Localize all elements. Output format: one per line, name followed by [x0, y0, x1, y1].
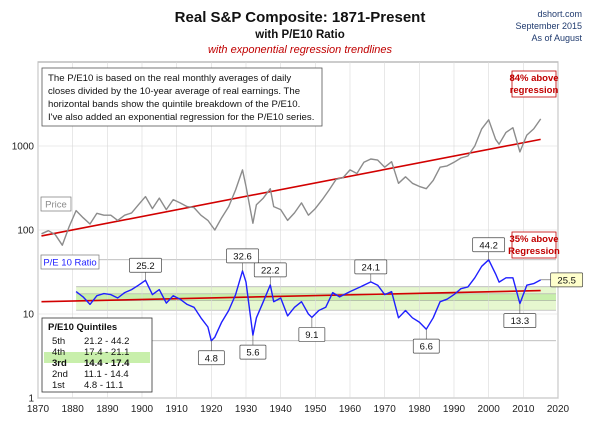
- note-line-1: The P/E10 is based on the real monthly a…: [48, 73, 291, 84]
- pe-above-line-1: 35% above: [509, 234, 558, 245]
- y-tick-label: 100: [17, 226, 34, 237]
- quintile-row-range: 4.8 - 11.1: [84, 380, 123, 391]
- x-tick-label: 1950: [304, 404, 327, 415]
- quintile-row-label: 1st: [52, 380, 65, 391]
- value-label: 4.8: [205, 353, 218, 364]
- x-tick-label: 1940: [270, 404, 293, 415]
- value-label: 22.2: [261, 265, 280, 276]
- note-line-2: closes divided by the 10-year average of…: [48, 86, 300, 97]
- value-label: 24.1: [362, 262, 381, 273]
- value-label: 44.2: [479, 240, 498, 251]
- x-tick-label: 2020: [547, 404, 570, 415]
- note-line-4: I've also added an exponential regressio…: [48, 112, 314, 123]
- y-tick-label: 1000: [12, 142, 35, 153]
- x-axis-ticks: 1870 1880 1890 1900 1910 1920 1930 1940 1950 1960…: [27, 404, 570, 415]
- note-line-3: horizontal bands show the quintile break…: [48, 99, 300, 110]
- value-label-box: [197, 350, 225, 366]
- credit-line-3: As of August: [531, 33, 582, 43]
- quintile-row-range: 11.1 - 14.4: [84, 369, 129, 380]
- price-series-label-box: [40, 196, 72, 212]
- value-label-box: [239, 344, 267, 360]
- x-tick-label: 1870: [27, 404, 50, 415]
- value-label-box: [298, 327, 326, 342]
- chart-subtitle-italic: with exponential regression trendlines: [208, 44, 393, 56]
- value-label: 13.3: [511, 316, 530, 327]
- value-labels: 25.2 32.6 22.2 24.1 44.2 4.8 5.6 9.1 6.6 13.3 25.5…: [40, 196, 584, 366]
- quintile-table-title: P/E10 Quintiles: [48, 322, 117, 333]
- pe10-series-label: P/E 10 Ratio: [43, 258, 96, 269]
- value-label: 6.6: [420, 342, 433, 353]
- regression-line: [41, 138, 541, 237]
- credit-line-2: September 2015: [515, 21, 582, 31]
- chart-title: Real S&P Composite: 1871-Present: [175, 9, 426, 26]
- credit-line-1: dshort.com: [537, 9, 582, 19]
- series-line: [75, 259, 542, 342]
- x-tick-label: 1990: [443, 404, 466, 415]
- x-tick-label: 1970: [374, 404, 397, 415]
- value-label-box: [412, 338, 440, 354]
- quintile-band-3rd: [76, 293, 556, 301]
- value-label-box: [253, 262, 287, 278]
- x-tick-label: 1900: [131, 404, 154, 415]
- quintile-row-range: 14.4 - 17.4: [84, 358, 130, 369]
- x-tick-label: 1980: [408, 404, 431, 415]
- x-tick-label: 2010: [512, 404, 535, 415]
- quintile-row-label: 3rd: [52, 358, 67, 369]
- x-tick-label: 1920: [200, 404, 223, 415]
- pe10-series-label-box: [40, 254, 100, 270]
- value-label: 25.2: [136, 261, 155, 272]
- value-label-box: [503, 313, 537, 328]
- price-series-label: Price: [45, 200, 67, 211]
- price-above-line-1: 84% above: [509, 73, 558, 84]
- x-tick-label: 1890: [96, 404, 119, 415]
- price-above-line-2: regression: [510, 85, 559, 96]
- quintile-row-label: 2nd: [52, 369, 68, 380]
- x-tick-label: 1960: [339, 404, 362, 415]
- pe-above-callout: 35% above Regression: [508, 231, 560, 259]
- value-label-box: [226, 248, 259, 264]
- series-lines: [41, 118, 542, 342]
- x-tick-label: 1880: [62, 404, 85, 415]
- value-label: 25.5: [557, 275, 576, 286]
- value-label: 5.6: [246, 348, 259, 359]
- value-label-box: [472, 237, 506, 253]
- value-label-box: [129, 257, 162, 273]
- y-tick-label: 1: [28, 394, 34, 405]
- quintile-row-range: 17.4 - 21.1: [84, 347, 129, 358]
- value-label-box: [550, 272, 584, 288]
- note-box: The P/E10 is based on the real monthly a…: [41, 67, 323, 127]
- x-tick-label: 2000: [478, 404, 501, 415]
- value-label: 32.6: [233, 251, 252, 262]
- chart-subtitle: with P/E10 Ratio: [254, 29, 344, 41]
- pe-above-line-2: Regression: [508, 246, 560, 257]
- y-tick-label: 10: [23, 310, 35, 321]
- x-tick-label: 1910: [166, 404, 189, 415]
- price-above-callout: 84% above regression: [509, 70, 559, 98]
- value-label: 9.1: [305, 330, 318, 341]
- x-tick-label: 1930: [235, 404, 258, 415]
- quintile-row-range: 21.2 - 44.2: [84, 336, 129, 347]
- value-label-box: [354, 259, 388, 275]
- quintile-row-label: 5th: [52, 336, 65, 347]
- quintile-row-label: 4th: [52, 347, 65, 358]
- quintile-table: P/E10 Quintiles 5th 21.2 - 44.2 4th 17.4…: [41, 317, 153, 393]
- series-line: [41, 118, 542, 246]
- y-axis-ticks: 1 10 100 1000: [12, 142, 35, 405]
